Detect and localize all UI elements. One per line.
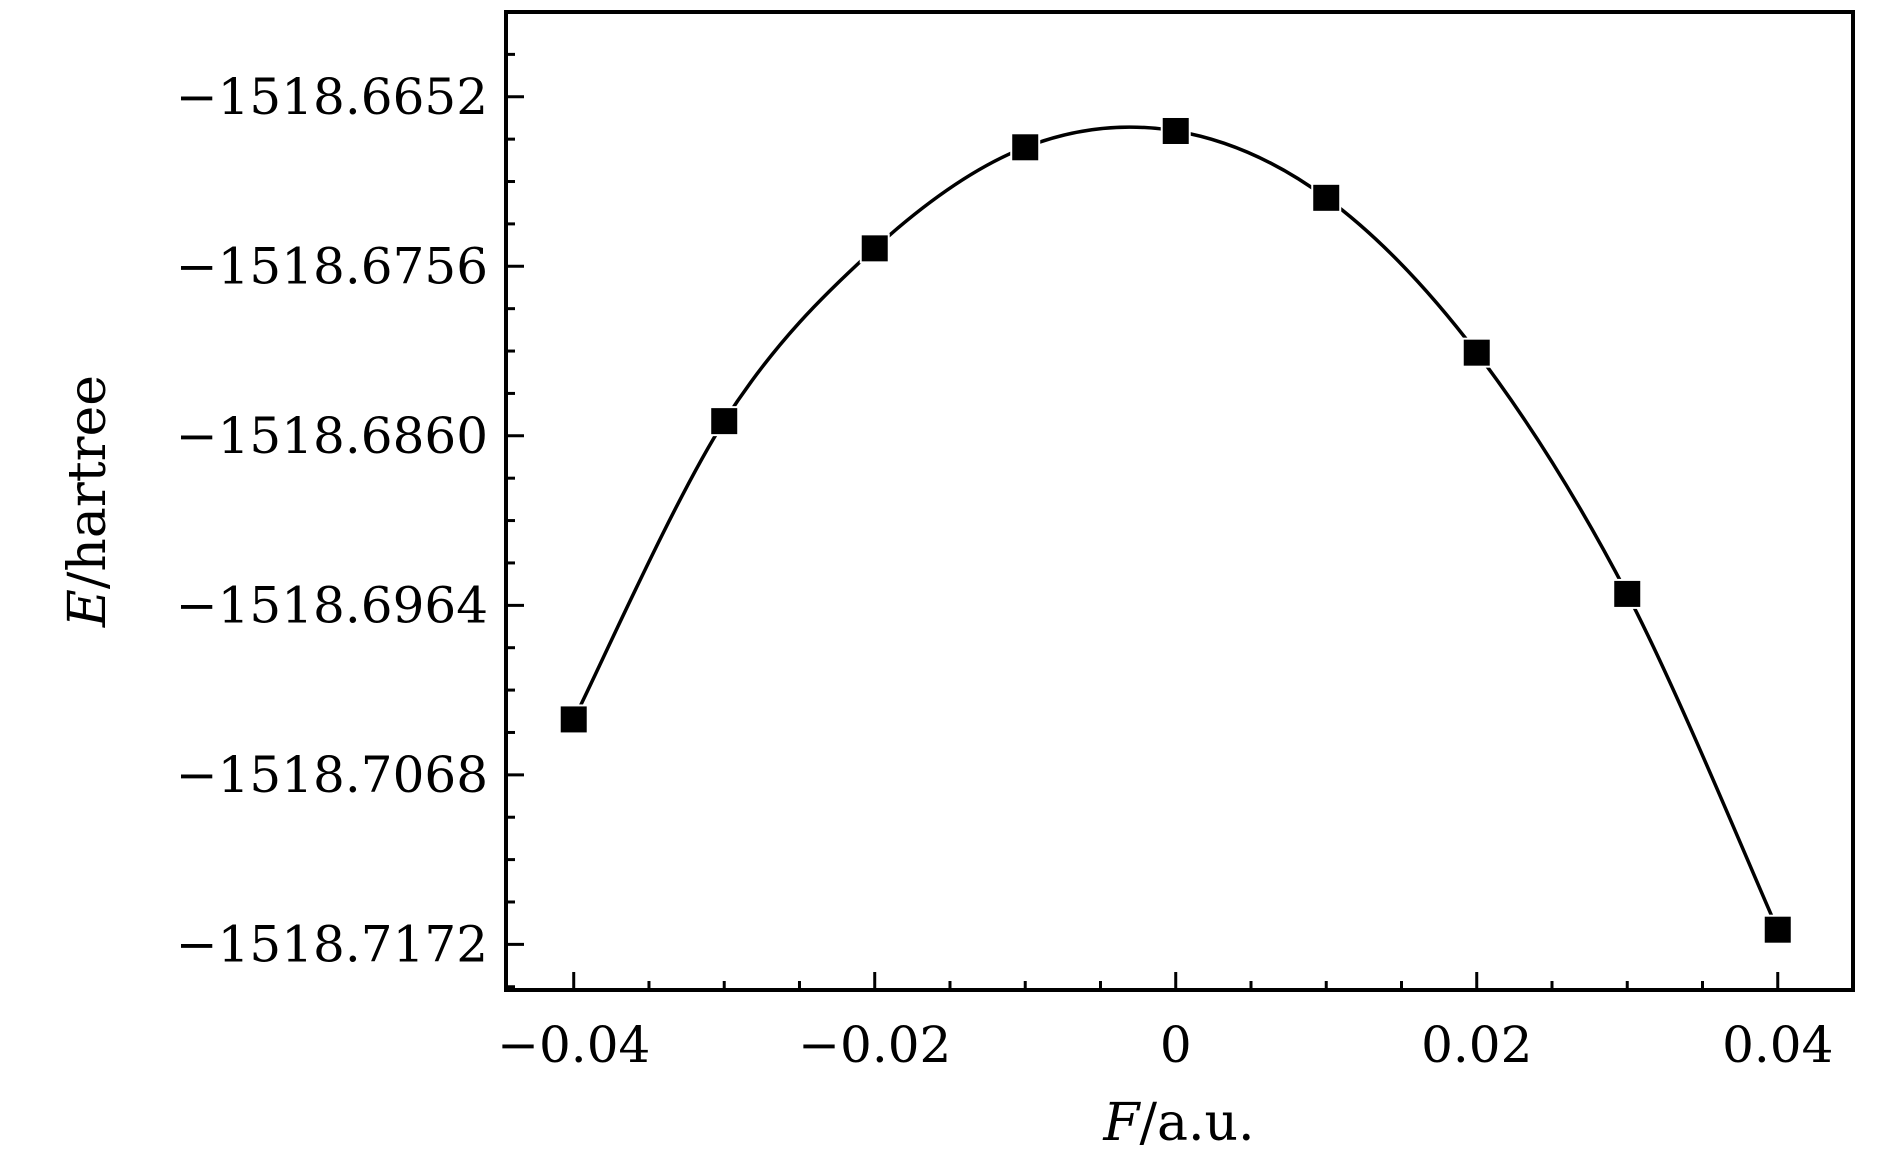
plot-frame	[504, 10, 1855, 992]
x-tick-label: 0	[1160, 1016, 1192, 1074]
data-point-marker	[1010, 132, 1041, 163]
y-tick-label: −1518.6860	[176, 407, 488, 465]
y-tick-label: −1518.6964	[176, 576, 488, 634]
data-point-marker	[558, 704, 589, 735]
data-point-marker	[1311, 182, 1342, 213]
data-point-marker	[1160, 115, 1191, 146]
data-point-marker	[709, 406, 740, 437]
x-tick-label: 0.02	[1421, 1016, 1532, 1074]
data-point-marker	[1461, 337, 1492, 368]
y-tick-label: −1518.6652	[176, 68, 488, 126]
data-point-marker	[859, 233, 890, 264]
x-tick-label: −0.02	[798, 1016, 951, 1074]
x-axis-variable: F	[1102, 1093, 1141, 1153]
axis-tick-labels: −0.04 −0.02 0 0.02 0.04 −1518.6652 −1518.6756 −…	[176, 68, 1834, 1074]
data-point-marker	[1612, 578, 1643, 609]
y-axis-label: E/hartree	[58, 375, 118, 628]
data-points	[558, 115, 1793, 945]
x-tick-label: −0.04	[497, 1016, 650, 1074]
fit-curve	[572, 125, 1780, 931]
y-tick-label: −1518.6756	[176, 237, 488, 295]
y-tick-label: −1518.7068	[176, 746, 488, 804]
axis-ticks	[506, 10, 1855, 990]
x-tick-label: 0.04	[1722, 1016, 1833, 1074]
y-tick-label: −1518.7172	[176, 915, 488, 973]
x-axis-unit: /a.u.	[1140, 1093, 1255, 1153]
x-axis-label: F/a.u.	[1102, 1093, 1254, 1153]
data-point-marker	[1762, 914, 1793, 945]
y-axis-unit: /hartree	[58, 375, 118, 589]
y-axis-variable: E	[58, 589, 118, 628]
